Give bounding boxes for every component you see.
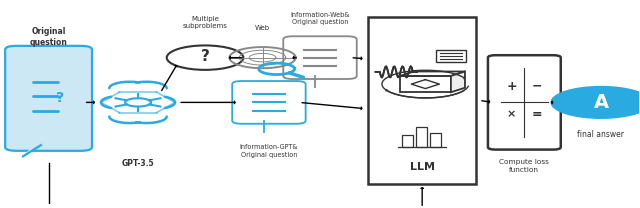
Text: ×: × <box>507 110 516 120</box>
Polygon shape <box>23 140 41 156</box>
Bar <box>403 135 413 147</box>
FancyBboxPatch shape <box>368 17 476 184</box>
FancyBboxPatch shape <box>284 36 356 79</box>
Text: final answer: final answer <box>577 130 625 140</box>
Text: GPT-3.5: GPT-3.5 <box>122 159 154 168</box>
FancyBboxPatch shape <box>232 81 306 124</box>
Text: ?: ? <box>56 91 64 105</box>
Circle shape <box>551 87 640 118</box>
Text: Information-GPT&
Original question: Information-GPT& Original question <box>240 144 298 158</box>
Text: Multiple
subproblems: Multiple subproblems <box>182 16 227 29</box>
Text: Information-Web&
Original question: Information-Web& Original question <box>291 12 349 25</box>
Text: LLM: LLM <box>410 162 435 172</box>
Circle shape <box>167 45 243 70</box>
Bar <box>431 133 442 147</box>
Polygon shape <box>451 72 465 92</box>
Text: A: A <box>593 93 609 112</box>
Text: ?: ? <box>200 49 209 64</box>
FancyBboxPatch shape <box>436 50 467 62</box>
Polygon shape <box>400 72 465 76</box>
Text: −: − <box>532 80 542 93</box>
Bar <box>417 127 428 147</box>
Text: +: + <box>506 80 517 93</box>
Text: Web: Web <box>255 25 270 31</box>
FancyBboxPatch shape <box>400 76 451 92</box>
Text: =: = <box>532 108 543 121</box>
FancyBboxPatch shape <box>488 55 561 150</box>
FancyBboxPatch shape <box>5 46 92 151</box>
FancyBboxPatch shape <box>370 65 422 82</box>
Text: Compute loss
function: Compute loss function <box>499 159 549 173</box>
Text: Original
question: Original question <box>29 27 68 47</box>
